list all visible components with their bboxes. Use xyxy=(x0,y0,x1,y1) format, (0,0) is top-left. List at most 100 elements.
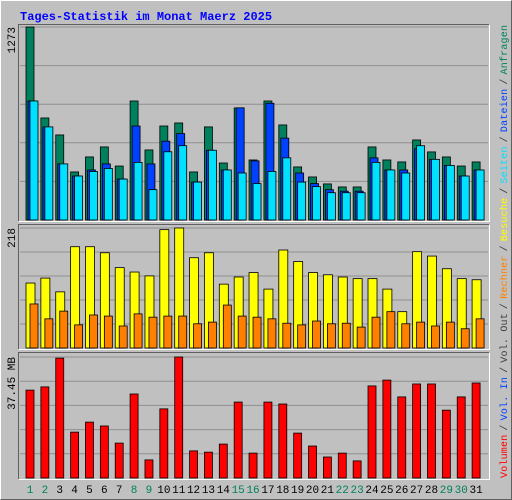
panel-border-light xyxy=(18,224,490,350)
bar xyxy=(475,318,485,349)
x-tick-label: 16 xyxy=(246,485,259,497)
bar xyxy=(397,396,407,479)
bar xyxy=(114,442,124,479)
bar xyxy=(401,172,411,221)
bar xyxy=(282,322,292,349)
bar xyxy=(456,396,466,479)
bar xyxy=(40,386,50,479)
bar xyxy=(237,172,247,221)
y-tick-label: 37.45 MB xyxy=(7,357,19,410)
bar xyxy=(371,316,381,349)
bar xyxy=(174,356,184,479)
bar xyxy=(163,151,173,221)
x-tick-label: 4 xyxy=(71,485,78,497)
bar xyxy=(208,149,217,221)
panel-border-dark xyxy=(18,224,490,350)
x-tick-label: 25 xyxy=(380,485,393,497)
bar xyxy=(427,383,436,479)
x-tick-label: 27 xyxy=(410,485,423,497)
legend-separator: / xyxy=(499,136,511,142)
legend-separator: / xyxy=(499,79,511,85)
bar xyxy=(70,431,80,479)
bar xyxy=(431,325,440,349)
bar xyxy=(282,157,292,221)
bar xyxy=(178,315,188,349)
bar xyxy=(386,311,396,349)
bar xyxy=(326,323,336,349)
bar xyxy=(103,168,113,221)
x-tick-label: 22 xyxy=(336,485,349,497)
bar xyxy=(416,321,426,349)
bar xyxy=(326,192,336,221)
x-tick-label: 20 xyxy=(306,485,319,497)
x-tick-label: 12 xyxy=(187,485,200,497)
bar xyxy=(89,171,98,221)
legend-separator: / xyxy=(499,425,511,431)
bar xyxy=(312,186,321,221)
x-tick-label: 3 xyxy=(56,485,63,497)
x-tick-label: 1 xyxy=(27,485,34,497)
bar xyxy=(103,315,113,349)
bar xyxy=(401,323,411,349)
legend-entry: Besuche xyxy=(499,198,511,241)
bar xyxy=(55,357,65,479)
bar xyxy=(297,181,307,221)
bar xyxy=(308,445,317,479)
legend-entry: Dateien xyxy=(499,89,511,132)
bar xyxy=(222,169,232,221)
bar xyxy=(25,389,35,479)
bar xyxy=(297,324,307,349)
x-tick-label: 24 xyxy=(365,485,379,497)
bar xyxy=(159,408,169,479)
x-tick-label: 10 xyxy=(157,485,170,497)
bar xyxy=(382,379,392,479)
x-tick-label: 21 xyxy=(321,485,335,497)
bar xyxy=(118,178,128,221)
legend: Volumen / Vol. In / Vol. Out / Rechner / Besuche… xyxy=(499,25,511,478)
bar xyxy=(148,316,158,349)
bar xyxy=(222,304,232,349)
bar xyxy=(475,169,485,221)
bar xyxy=(252,316,262,349)
bar xyxy=(59,163,69,221)
chart-title: Tages-Statistik im Monat Maerz 2025 xyxy=(20,10,272,24)
bar xyxy=(204,451,213,479)
x-tick-label: 28 xyxy=(425,485,438,497)
bar xyxy=(133,313,143,349)
legend-entry: Anfragen xyxy=(499,25,511,74)
x-tick-label: 7 xyxy=(116,485,123,497)
x-tick-label: 18 xyxy=(276,485,289,497)
y-tick-label: 1273 xyxy=(7,27,19,53)
bar xyxy=(129,393,139,479)
bar xyxy=(412,383,422,479)
panel-border-light xyxy=(18,24,490,222)
legend-separator: / xyxy=(499,188,511,194)
panel-border-dark xyxy=(18,24,490,222)
bar xyxy=(44,318,54,349)
bar xyxy=(341,322,351,349)
legend-entry: Seiten xyxy=(499,147,511,184)
bar xyxy=(233,401,243,479)
panel-border-dark xyxy=(18,352,490,480)
bar xyxy=(312,320,321,349)
bar xyxy=(29,100,39,221)
x-tick-label: 11 xyxy=(172,485,186,497)
bar xyxy=(322,456,332,479)
bar xyxy=(356,192,366,221)
x-tick-label: 5 xyxy=(86,485,93,497)
x-tick-label: 23 xyxy=(351,485,364,497)
x-tick-label: 14 xyxy=(217,485,231,497)
bar xyxy=(85,421,94,479)
bar xyxy=(267,171,277,221)
x-tick-label: 17 xyxy=(261,485,274,497)
x-tick-label: 6 xyxy=(101,485,108,497)
bar xyxy=(193,323,202,349)
bar xyxy=(189,450,198,479)
bar xyxy=(293,432,303,479)
bar xyxy=(471,382,481,479)
bar xyxy=(163,315,173,349)
x-tick-label: 13 xyxy=(202,485,215,497)
bar xyxy=(267,318,277,349)
x-tick-label: 8 xyxy=(131,485,138,497)
